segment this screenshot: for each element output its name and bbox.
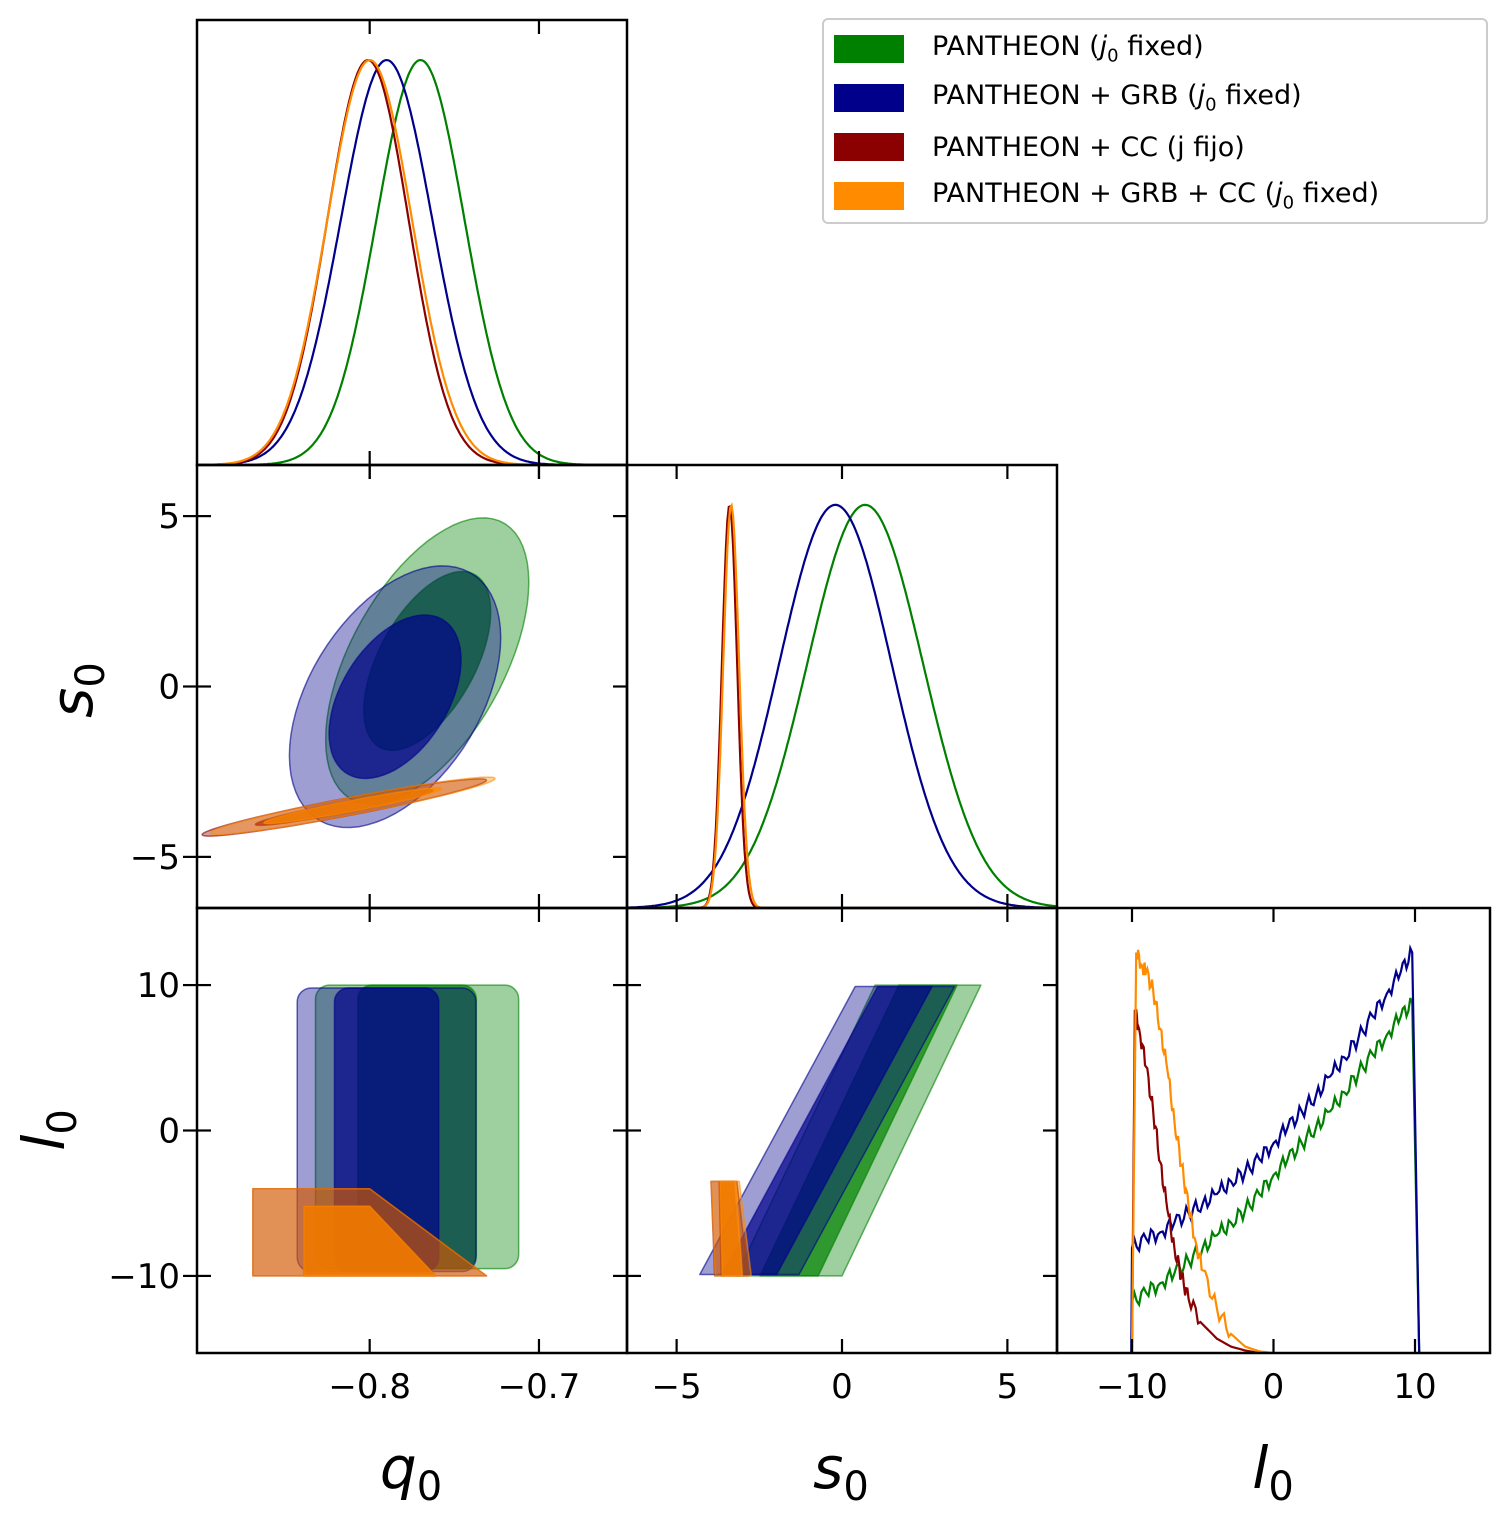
y-tick-label-l0: 0 (158, 1112, 180, 1152)
marginal-l0-pantheon-cc-j-fijo- (1130, 1009, 1260, 1353)
svg-text:l0: l0 (10, 1109, 86, 1151)
y-tick-label-s0: 0 (158, 668, 180, 708)
legend-entry-pantheon_grb: PANTHEON + GRB (j0 fixed) (834, 78, 1302, 118)
legend-entry-pantheon: PANTHEON (j0 fixed) (834, 29, 1204, 69)
panel-frame-1-1 (625, 463, 1059, 910)
y-tick-label-l0: −10 (108, 1257, 180, 1297)
marginal-s0-pantheon-grb-cc-j0-fixed- (627, 502, 1057, 908)
marginal-s0-pantheon-cc-j-fijo- (627, 504, 1057, 908)
x-tick-label-l0: −10 (1096, 1367, 1168, 1407)
contour-l0-s0-cc-1sigma (719, 1180, 744, 1277)
y-tick-label-l0: 10 (137, 966, 180, 1006)
legend-swatch (834, 133, 904, 161)
legend-label: PANTHEON + GRB (j0 fixed) (932, 80, 1302, 116)
marginal-q0-pantheon-grb-cc-j0-fixed- (197, 59, 627, 465)
panel-frame-2-2 (1055, 906, 1492, 1355)
marginal-s0-pantheon-grb-j0-fixed- (627, 503, 1057, 908)
legend-swatch (834, 84, 904, 112)
svg-text:s0: s0 (38, 662, 114, 718)
x-tick-label-q0: −0.8 (328, 1367, 411, 1407)
y-tick-label-s0: 5 (158, 497, 180, 537)
legend-swatch (834, 182, 904, 210)
marginal-q0-pantheon-grb-j0-fixed- (197, 58, 627, 465)
x-tick-label-l0: 10 (1393, 1367, 1436, 1407)
x-tick-label-q0: −0.7 (498, 1367, 581, 1407)
xlabel-q0: q0 (380, 1434, 442, 1510)
legend-label: PANTHEON + CC (j fijo) (932, 131, 1245, 163)
legend-label: PANTHEON (j0 fixed) (932, 31, 1204, 67)
xlabel-s0: s0 (813, 1434, 869, 1510)
legend-entry-pantheon_grb_cc: PANTHEON + GRB + CC (j0 fixed) (834, 176, 1379, 216)
marginal-q0-pantheon-cc-j-fijo- (197, 58, 627, 465)
x-tick-label-s0: −5 (652, 1367, 702, 1407)
legend-label: PANTHEON + GRB + CC (j0 fixed) (932, 178, 1380, 214)
svg-text:l0: l0 (1252, 1434, 1294, 1510)
y-tick-label-s0: −5 (130, 838, 180, 878)
marginal-s0-pantheon-j0-fixed- (627, 503, 1057, 908)
ylabel-s0: s0 (38, 662, 114, 718)
contour-l0-q0-cc-1sigma (302, 1205, 437, 1277)
svg-text:q0: q0 (380, 1434, 442, 1510)
marginal-l0-pantheon-grb-cc-j0-fixed- (1130, 949, 1274, 1353)
marginal-l0-pantheon-grb-j0-fixed- (1130, 944, 1421, 1353)
legend: PANTHEON (j0 fixed) PANTHEON + GRB (j0 fi… (822, 18, 1488, 224)
ylabel-l0: l0 (10, 1109, 86, 1151)
contour-l0-s0-1sigma (721, 985, 933, 1276)
x-tick-label-s0: 0 (831, 1367, 853, 1407)
contour-s0-q0-1sigma (328, 614, 462, 780)
marginal-l0-pantheon-j0-fixed- (1130, 997, 1421, 1353)
legend-entry-pantheon_cc: PANTHEON + CC (j fijo) (834, 127, 1245, 167)
svg-text:s0: s0 (813, 1434, 869, 1510)
legend-swatch (834, 35, 904, 63)
xlabel-l0: l0 (1252, 1434, 1294, 1510)
x-tick-label-l0: 0 (1263, 1367, 1285, 1407)
contour-s0-q0-1sigma (263, 787, 443, 825)
x-tick-label-s0: 5 (997, 1367, 1019, 1407)
